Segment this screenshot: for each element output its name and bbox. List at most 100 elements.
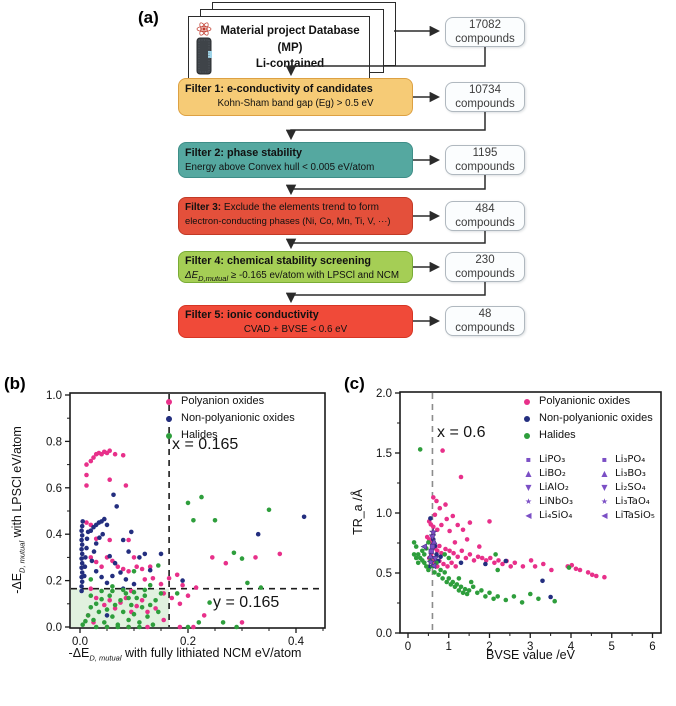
filter-3-detail: electron-conducting phases (Ni, Co, Mn, … <box>185 214 391 226</box>
svg-text:4: 4 <box>568 641 575 653</box>
battery-and-atom-icon <box>196 22 212 75</box>
filter-2-detail: Energy above Convex hull < 0.005 eV/atom <box>185 161 375 173</box>
svg-text:0.5: 0.5 <box>376 568 392 580</box>
chart-b-vline-annotation: x = 0.165 <box>172 436 239 453</box>
chart-c-y-axis-label: TR_a /Å <box>351 489 365 535</box>
database-line3: Li-contained <box>255 58 325 71</box>
svg-text:2.0: 2.0 <box>376 388 392 400</box>
star-marker-icon: ★ <box>600 497 609 506</box>
filter-1-detail: Kohn-Sham band gap (Eg) > 0.5 eV <box>217 97 374 109</box>
square-marker-icon: ▪ <box>601 455 608 464</box>
filter-2-box: Filter 2: phase stability Energy above C… <box>178 142 413 178</box>
square-marker-icon: ▪ <box>525 455 532 464</box>
legend-item: Halides <box>524 430 653 441</box>
chart-b-y-axis-label: -ΔED, mutual with LPSCl eV/atom <box>9 426 27 594</box>
legend-item: Polyanionic oxides <box>524 396 653 407</box>
svg-text:0.2: 0.2 <box>180 636 196 648</box>
chart-b-hline-annotation: y = 0.165 <box>213 594 280 611</box>
chart-b-canvas: 0.0 0.2 0.4 0.0 0.2 0.4 0.6 0.8 1.0 <box>46 390 326 648</box>
legend-dot-icon <box>166 415 172 422</box>
filter-3-box: Filter 3: Exclude the elements trend to … <box>178 197 413 235</box>
count-box-48: 48 compounds <box>445 306 525 336</box>
compound-legend-item: ▪ Li₃PO₄ <box>601 454 646 465</box>
compound-legend-item: ◀ Li₄SiO₄ <box>525 510 573 521</box>
svg-text:0.6: 0.6 <box>46 483 62 495</box>
count-box-17082: 17082 compounds <box>445 17 525 47</box>
legend-item: Non-polyanionic oxides <box>166 413 295 424</box>
compound-legend-item: ★ Li₃TaO₄ <box>600 496 650 507</box>
legend-item: Halides <box>166 430 295 441</box>
svg-text:5: 5 <box>609 641 615 653</box>
filter-1-box: Filter 1: e-conductivity of candidates K… <box>178 78 413 116</box>
svg-text:0.0: 0.0 <box>72 636 88 648</box>
filter-4-title: Filter 4: chemical stability screening <box>185 255 372 267</box>
chart-c-canvas: 0 1 2 3 4 5 6 0.0 0.5 1.0 1.5 2.0 <box>376 388 662 653</box>
svg-text:0.0: 0.0 <box>46 622 62 634</box>
triangle-down-marker-icon: ▼ <box>525 483 532 492</box>
chart-c-x-axis-label: BVSE value /eV <box>486 648 575 662</box>
svg-text:1.0: 1.0 <box>376 508 392 520</box>
panel-a-label: (a) <box>138 8 159 27</box>
filter-2-title: Filter 2: phase stability <box>185 147 302 159</box>
star-marker-icon: ★ <box>524 497 533 506</box>
count-box-484: 484 compounds <box>445 201 525 231</box>
chart-b-panel: 0.0 0.2 0.4 0.0 0.2 0.4 0.6 0.8 1.0 (b) -ΔED, mu… <box>0 370 340 706</box>
svg-text:1.5: 1.5 <box>376 448 392 460</box>
filter-5-title: Filter 5: ionic conductivity <box>185 309 319 321</box>
chart-c-panel: 0 1 2 3 4 5 6 0.0 0.5 1.0 1.5 2.0 (c) TR_a /Å BVSE … <box>336 370 676 706</box>
count-box-1195: 1195 compounds <box>445 145 525 175</box>
filter-5-box: Filter 5: ionic conductivity CVAD + BVSE… <box>178 305 413 338</box>
svg-text:0.8: 0.8 <box>46 436 62 448</box>
database-line1: Material project Database <box>220 25 360 37</box>
svg-text:0.2: 0.2 <box>46 576 62 588</box>
chart-c-compound-legend: ▪ LiPO₃ ▪ Li₃PO₄ ▲ LiBO₂ ▲ Li₃BO₃ ▼ LiAlO₂ ▼ Li₂SO₄… <box>524 454 676 521</box>
triangle-left-marker-icon: ◀ <box>525 511 532 520</box>
legend-item: Non-polyanionic oxides <box>524 413 653 424</box>
filter-3-title: Filter 3: <box>185 202 222 213</box>
svg-text:0.4: 0.4 <box>46 529 63 541</box>
legend-dot-icon <box>524 415 530 422</box>
legend-dot-icon <box>524 398 530 405</box>
svg-text:0.0: 0.0 <box>376 628 392 640</box>
compound-legend-item: ★ LiNbO₃ <box>524 496 574 507</box>
compound-legend-item: ▼ LiAlO₂ <box>525 482 569 493</box>
svg-text:1: 1 <box>446 641 452 653</box>
filter-4-box: Filter 4: chemical stability screening Δ… <box>178 251 413 283</box>
database-title: Material project Database (MP) Li-contai… <box>215 21 365 73</box>
chart-b-legend: Polyanion oxides Non-polyanionic oxides Ha… <box>166 396 295 447</box>
svg-text:0: 0 <box>405 641 411 653</box>
svg-text:2: 2 <box>486 641 492 653</box>
compound-legend-item: ▲ LiBO₂ <box>525 468 566 479</box>
filter-4-detail: ΔED,mutual ≥ -0.165 ev/atom with LPSCl a… <box>185 269 400 283</box>
chart-b-x-axis-label: -ΔED, mutual with fully lithiated NCM eV… <box>68 646 302 663</box>
database-node: Material project Database (MP) Li-contai… <box>188 16 370 80</box>
triangle-left-marker-icon: ◀ <box>601 511 608 520</box>
chart-c-vline-annotation: x = 0.6 <box>437 424 486 441</box>
compound-legend-item: ▲ Li₃BO₃ <box>601 468 646 479</box>
atom-icon <box>196 22 212 36</box>
legend-dot-icon <box>524 432 530 439</box>
svg-text:0.4: 0.4 <box>288 636 305 648</box>
count-box-230: 230 compounds <box>445 252 525 282</box>
database-line2: (MP) <box>277 41 303 54</box>
legend-dot-icon <box>166 432 172 439</box>
filter-1-title: Filter 1: e-conductivity of candidates <box>185 83 373 95</box>
compound-legend-item: ◀ LiTaSiO₅ <box>601 510 655 521</box>
panel-b-label: (b) <box>4 374 26 393</box>
filter-5-detail: CVAD + BVSE < 0.6 eV <box>243 323 348 335</box>
triangle-up-marker-icon: ▲ <box>601 469 608 478</box>
svg-text:6: 6 <box>649 641 655 653</box>
chart-c-legend: Polyanionic oxides Non-polyanionic oxides… <box>524 396 653 447</box>
count-box-10734: 10734 compounds <box>445 82 525 112</box>
triangle-down-marker-icon: ▼ <box>601 483 608 492</box>
legend-item: Polyanion oxides <box>166 396 295 407</box>
compound-legend-item: ▪ LiPO₃ <box>525 454 566 465</box>
panel-c-label: (c) <box>344 374 365 393</box>
battery-icon <box>196 37 212 75</box>
svg-text:3: 3 <box>527 641 533 653</box>
triangle-up-marker-icon: ▲ <box>525 469 532 478</box>
svg-text:1.0: 1.0 <box>46 390 62 402</box>
compound-legend-item: ▼ Li₂SO₄ <box>601 482 646 493</box>
legend-dot-icon <box>166 398 172 405</box>
